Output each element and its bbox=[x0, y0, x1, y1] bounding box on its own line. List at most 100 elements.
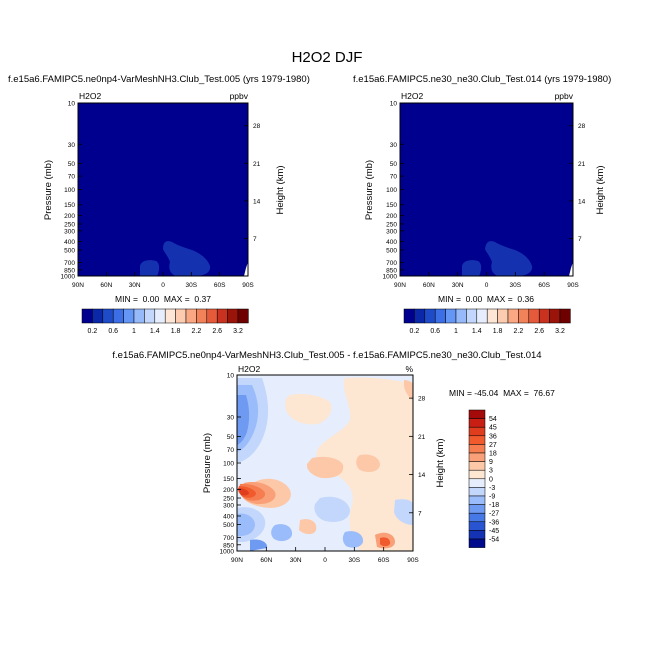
y-tick-label: 70 bbox=[227, 447, 235, 454]
y-tick-label: 10 bbox=[390, 101, 398, 108]
y-tick-label: 30 bbox=[68, 142, 76, 149]
colorbar-box bbox=[455, 308, 467, 324]
panel-1-colorbar-labels: 0.2 0.6 1 1.4 1.8 2.2 2.6 3.2 bbox=[88, 328, 243, 335]
figure-title: H2O2 DJF bbox=[292, 49, 363, 66]
x-tick-label: 30S bbox=[186, 282, 198, 289]
colorbar-label: -9 bbox=[489, 494, 495, 501]
y-tick-label: 10 bbox=[68, 101, 76, 108]
x-tick-label: 0 bbox=[161, 282, 165, 289]
colorbar-box bbox=[92, 308, 104, 324]
colorbar-label: 0.2 bbox=[88, 328, 98, 335]
panel-1-colorbar bbox=[81, 308, 249, 324]
colorbar-label: -27 bbox=[489, 511, 499, 518]
y-tick-label: 70 bbox=[68, 174, 76, 181]
colorbar-box bbox=[468, 444, 486, 454]
colorbar-label: 2.2 bbox=[514, 328, 524, 335]
colorbar-box bbox=[468, 452, 486, 462]
y-tick-label-right: 21 bbox=[253, 161, 261, 168]
panel-3-region-pos-4 bbox=[356, 454, 380, 473]
panel-3-x-ticks: 90N 60N 30N 0 30S 60S 90S bbox=[231, 547, 419, 564]
y-tick-label-right: 21 bbox=[418, 434, 426, 441]
panel-3-y-ticks-right: 28 21 14 7 bbox=[409, 396, 426, 517]
panel-1-x-ticks: 90N 60N 30N 0 30S 60S 90S bbox=[72, 272, 254, 289]
y-tick-label: 100 bbox=[64, 187, 75, 194]
x-tick-label: 30N bbox=[129, 282, 141, 289]
colorbar-box bbox=[507, 308, 519, 324]
panel-2-stats: MIN = 0.00 MAX = 0.36 bbox=[438, 294, 534, 304]
y-tick-label: 200 bbox=[386, 213, 397, 220]
panel-2-x-ticks: 90N 60N 30N 0 30S 60S 90S bbox=[394, 272, 579, 289]
colorbar-label: -36 bbox=[489, 519, 499, 526]
panel-1-background-fill bbox=[78, 103, 248, 276]
colorbar-label: 1 bbox=[132, 328, 136, 335]
colorbar-box bbox=[227, 308, 239, 324]
y-tick-label: 70 bbox=[390, 174, 398, 181]
panel-3-title: f.e15a6.FAMIPC5.ne0np4-VarMeshNH3.Club_T… bbox=[112, 350, 541, 361]
colorbar-box bbox=[445, 308, 457, 324]
panel-3-region-neg-5 bbox=[237, 513, 255, 536]
panel-2-feature-lower bbox=[462, 260, 482, 276]
y-tick-label: 400 bbox=[223, 513, 234, 520]
y-tick-label: 700 bbox=[223, 535, 234, 542]
panel-3-region-pos-13 bbox=[404, 380, 413, 400]
colorbar-box bbox=[403, 308, 415, 324]
x-tick-label: 30S bbox=[349, 557, 361, 564]
colorbar-label: -54 bbox=[489, 537, 499, 544]
x-tick-label: 90S bbox=[567, 282, 579, 289]
y-tick-label: 250 bbox=[386, 221, 397, 228]
colorbar-label: 18 bbox=[489, 451, 497, 458]
y-tick-label: 300 bbox=[223, 502, 234, 509]
colorbar-box bbox=[206, 308, 218, 324]
colorbar-box bbox=[424, 308, 436, 324]
panel-2-feature-upper bbox=[485, 241, 533, 276]
x-tick-label: 0 bbox=[323, 557, 327, 564]
colorbar-box bbox=[559, 308, 571, 324]
y-tick-label-right: 28 bbox=[418, 396, 426, 403]
colorbar-label: 54 bbox=[489, 416, 497, 423]
colorbar-box bbox=[196, 308, 208, 324]
y-tick-label: 100 bbox=[223, 461, 234, 468]
colorbar-box bbox=[133, 308, 145, 324]
panel-3-plot-area bbox=[237, 375, 413, 551]
colorbar-box bbox=[476, 308, 488, 324]
y-tick-label: 30 bbox=[390, 142, 398, 149]
panel-1-plot-area bbox=[78, 103, 248, 276]
colorbar-label: 2.6 bbox=[212, 328, 222, 335]
y-tick-label: 850 bbox=[223, 542, 234, 549]
colorbar-label: 0.2 bbox=[410, 328, 420, 335]
panel-3-region-neg-9 bbox=[394, 499, 413, 525]
x-tick-label: 30S bbox=[510, 282, 522, 289]
panel-2-plot-area bbox=[400, 103, 573, 276]
colorbar-box bbox=[468, 461, 486, 471]
colorbar-box bbox=[549, 308, 561, 324]
colorbar-label: -18 bbox=[489, 502, 499, 509]
y-tick-label: 150 bbox=[386, 202, 397, 209]
y-tick-label: 50 bbox=[390, 161, 398, 168]
colorbar-box bbox=[468, 435, 486, 445]
y-tick-label: 1000 bbox=[61, 274, 76, 281]
panel-2-colorbar bbox=[403, 308, 571, 324]
x-tick-label: 90S bbox=[407, 557, 419, 564]
panel-1-variable-label: H2O2 bbox=[79, 91, 101, 101]
colorbar-label: -3 bbox=[489, 485, 495, 492]
panel-2-corner-white bbox=[569, 262, 573, 276]
colorbar-box bbox=[468, 469, 486, 480]
panel-3-region-neg-8 bbox=[342, 531, 364, 548]
colorbar-label: 27 bbox=[489, 442, 497, 449]
x-tick-label: 30N bbox=[290, 557, 302, 564]
colorbar-box bbox=[112, 308, 124, 324]
x-tick-label: 90N bbox=[231, 557, 243, 564]
colorbar-label: 1 bbox=[454, 328, 458, 335]
y-tick-label: 1000 bbox=[383, 274, 398, 281]
panel-3-region-pos-3 bbox=[306, 456, 344, 479]
panel-3-region-pos-12 bbox=[380, 537, 391, 547]
y-tick-label-right: 14 bbox=[253, 198, 261, 205]
y-tick-label: 1000 bbox=[220, 549, 235, 556]
y-tick-label: 200 bbox=[64, 213, 75, 220]
colorbar-box bbox=[414, 308, 426, 324]
colorbar-box bbox=[185, 308, 197, 324]
panel-2-units-label: ppbv bbox=[555, 91, 574, 101]
